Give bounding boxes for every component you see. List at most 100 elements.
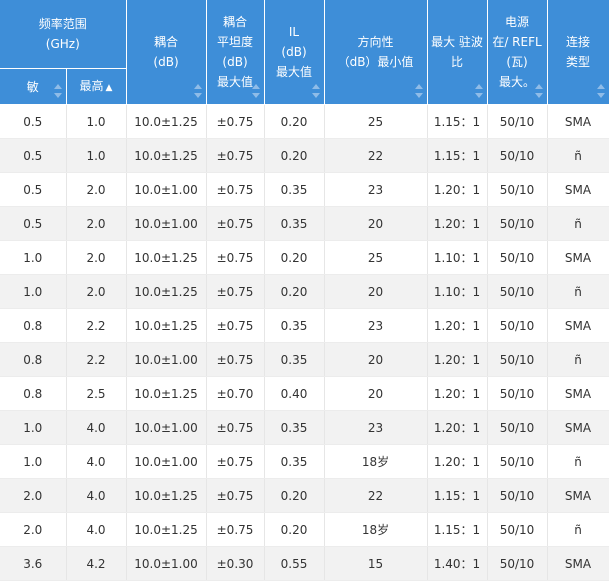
flatness-header[interactable]: 耦合 平坦度 (dB) 最大值 xyxy=(206,0,265,105)
flatness-cell: ±0.75 xyxy=(206,410,265,445)
flatness-cell: ±0.75 xyxy=(206,512,265,547)
vswr-cell: 1.20：1 xyxy=(427,342,488,377)
min-freq-header[interactable]: 敏 xyxy=(0,68,67,105)
il-cell: 0.55 xyxy=(264,546,325,581)
directivity-cell: 20 xyxy=(324,376,428,411)
sort-ascending-icon[interactable]: ▲ xyxy=(105,82,113,93)
connector-cell: ñ xyxy=(547,444,609,479)
max-freq-cell: 2.0 xyxy=(66,206,127,241)
flatness-cell: ±0.75 xyxy=(206,172,265,207)
vswr-header[interactable]: 最大 驻波 比 xyxy=(427,0,488,105)
max-freq-header[interactable]: 最高 ▲ xyxy=(66,68,127,105)
power-cell: 50/10 xyxy=(487,444,548,479)
connector-cell: ñ xyxy=(547,342,609,377)
flatness-cell: ±0.75 xyxy=(206,342,265,377)
il-header[interactable]: IL (dB) 最大值 xyxy=(264,0,325,105)
vswr-cell: 1.10：1 xyxy=(427,274,488,309)
coupling-unit: (dB) xyxy=(153,55,179,69)
min-freq-label: 敏 xyxy=(26,79,39,94)
max-freq-cell: 2.0 xyxy=(66,172,127,207)
coupling-cell: 10.0±1.25 xyxy=(126,376,207,411)
sort-icon[interactable] xyxy=(193,84,202,98)
coupling-header[interactable]: 耦合 (dB) xyxy=(126,0,207,105)
coupling-cell: 10.0±1.00 xyxy=(126,206,207,241)
flatness-label-4: 最大值 xyxy=(217,75,254,89)
connector-header[interactable]: 连接 类型 xyxy=(547,0,609,105)
directivity-header[interactable]: 方向性 （dB）最小值 xyxy=(324,0,428,105)
table-row: 1.0 4.0 10.0±1.00 ±0.75 0.35 23 1.20：1 50/10 SMA xyxy=(0,410,609,445)
flatness-cell: ±0.70 xyxy=(206,376,265,411)
connector-cell: ñ xyxy=(547,206,609,241)
sort-icon[interactable] xyxy=(596,84,605,98)
min-freq-cell: 0.8 xyxy=(0,342,67,377)
max-freq-cell: 2.2 xyxy=(66,342,127,377)
connector-cell: SMA xyxy=(547,478,609,513)
connector-label-2: 类型 xyxy=(566,55,591,69)
sort-icon[interactable] xyxy=(534,84,543,98)
power-label-4: 最大。 xyxy=(499,75,536,89)
max-freq-label: 最高 xyxy=(79,78,104,93)
coupling-cell: 10.0±1.25 xyxy=(126,138,207,173)
coupling-cell: 10.0±1.25 xyxy=(126,274,207,309)
connector-cell: SMA xyxy=(547,410,609,445)
il-cell: 0.40 xyxy=(264,376,325,411)
connector-cell: SMA xyxy=(547,308,609,343)
table-row: 0.8 2.2 10.0±1.25 ±0.75 0.35 23 1.20：1 50/10 SMA xyxy=(0,308,609,343)
min-freq-cell: 1.0 xyxy=(0,410,67,445)
directivity-cell: 20 xyxy=(324,342,428,377)
sort-icon[interactable] xyxy=(414,84,423,98)
power-header[interactable]: 电源 在/ REFL (瓦) 最大。 xyxy=(487,0,548,105)
coupling-cell: 10.0±1.25 xyxy=(126,240,207,275)
min-freq-cell: 0.5 xyxy=(0,104,67,139)
sort-icon[interactable] xyxy=(311,84,320,98)
max-freq-cell: 2.0 xyxy=(66,274,127,309)
table-row: 0.5 2.0 10.0±1.00 ±0.75 0.35 23 1.20：1 50/10 SMA xyxy=(0,172,609,207)
connector-cell: ñ xyxy=(547,274,609,309)
vswr-cell: 1.15：1 xyxy=(427,478,488,513)
connector-label-1: 连接 xyxy=(566,35,591,49)
min-freq-cell: 0.8 xyxy=(0,376,67,411)
flatness-cell: ±0.75 xyxy=(206,104,265,139)
directivity-cell: 22 xyxy=(324,138,428,173)
vswr-label-2: 比 xyxy=(451,55,464,69)
power-cell: 50/10 xyxy=(487,546,548,581)
connector-cell: SMA xyxy=(547,546,609,581)
power-label-3: (瓦) xyxy=(506,55,528,69)
power-cell: 50/10 xyxy=(487,138,548,173)
flatness-cell: ±0.75 xyxy=(206,240,265,275)
freq-range-label: 频率范围 xyxy=(38,17,87,31)
power-cell: 50/10 xyxy=(487,104,548,139)
min-freq-cell: 2.0 xyxy=(0,478,67,513)
power-cell: 50/10 xyxy=(487,410,548,445)
directivity-cell: 20 xyxy=(324,274,428,309)
coupling-cell: 10.0±1.00 xyxy=(126,444,207,479)
il-label-2: (dB) xyxy=(281,45,307,59)
min-freq-cell: 1.0 xyxy=(0,274,67,309)
power-cell: 50/10 xyxy=(487,172,548,207)
min-freq-cell: 0.5 xyxy=(0,172,67,207)
max-freq-cell: 4.0 xyxy=(66,410,127,445)
power-cell: 50/10 xyxy=(487,308,548,343)
freq-range-header: 频率范围 (GHz) xyxy=(0,0,127,69)
power-cell: 50/10 xyxy=(487,376,548,411)
coupling-cell: 10.0±1.00 xyxy=(126,410,207,445)
flatness-label-3: (dB) xyxy=(222,55,248,69)
il-cell: 0.20 xyxy=(264,104,325,139)
il-label-1: IL xyxy=(288,25,300,39)
sort-icon[interactable] xyxy=(251,84,260,98)
table-row: 0.5 2.0 10.0±1.00 ±0.75 0.35 20 1.20：1 50/10 ñ xyxy=(0,206,609,241)
power-cell: 50/10 xyxy=(487,206,548,241)
directivity-cell: 20 xyxy=(324,206,428,241)
sort-icon[interactable] xyxy=(53,84,62,98)
power-cell: 50/10 xyxy=(487,342,548,377)
directivity-cell: 15 xyxy=(324,546,428,581)
coupling-label: 耦合 xyxy=(154,35,179,49)
sort-icon[interactable] xyxy=(474,84,483,98)
il-cell: 0.20 xyxy=(264,512,325,547)
flatness-cell: ±0.75 xyxy=(206,274,265,309)
vswr-cell: 1.20：1 xyxy=(427,172,488,207)
table-row: 3.6 4.2 10.0±1.00 ±0.30 0.55 15 1.40：1 50/10 SMA xyxy=(0,546,609,581)
flatness-cell: ±0.75 xyxy=(206,138,265,173)
coupling-cell: 10.0±1.25 xyxy=(126,478,207,513)
connector-cell: SMA xyxy=(547,172,609,207)
